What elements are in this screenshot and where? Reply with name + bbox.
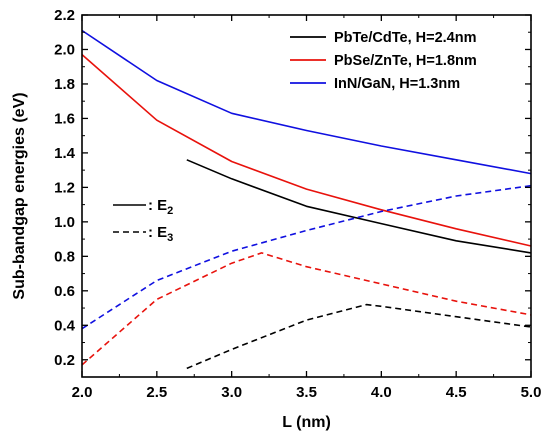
y-tick-label: 1.8 xyxy=(54,76,75,93)
x-tick-label: 4.5 xyxy=(446,384,467,401)
x-tick-label: 2.5 xyxy=(146,384,167,401)
x-tick-label: 4.0 xyxy=(371,384,392,401)
series-line-3-e3 xyxy=(81,252,532,366)
series-line-2-e2 xyxy=(81,53,532,247)
line-style-label: : E3 xyxy=(148,224,173,244)
x-tick-label: 3.0 xyxy=(221,384,242,401)
series-line-0-e2 xyxy=(186,159,532,254)
line-style-label-main: : E xyxy=(148,197,167,214)
y-tick-label: 0.4 xyxy=(54,317,76,334)
y-tick-label: 0.6 xyxy=(54,283,75,300)
line-style-legend: : E2: E3 xyxy=(113,197,173,244)
x-tick-label: 2.0 xyxy=(72,384,93,401)
plot-frame xyxy=(81,14,532,378)
y-tick-label: 1.2 xyxy=(54,179,75,196)
legend-label: InN/GaN, H=1.3nm xyxy=(334,76,460,92)
series-layer xyxy=(81,29,532,370)
x-axis-title: L (nm) xyxy=(282,414,331,431)
y-tick-label: 0.8 xyxy=(54,248,75,265)
y-axis-title: Sub-bandgap energies (eV) xyxy=(11,92,28,299)
y-tick-label: 1.6 xyxy=(54,110,75,127)
series-line-5-e3 xyxy=(81,184,532,330)
legend: PbTe/CdTe, H=2.4nm PbSe/ZnTe, H=1.8nm InN/… xyxy=(290,30,477,92)
y-tick-label: 1.4 xyxy=(54,145,76,162)
line-style-label: : E2 xyxy=(148,197,173,217)
line-style-label-subscript: 3 xyxy=(167,232,173,244)
y-tick-label: 0.2 xyxy=(54,352,75,369)
y-tick-label: 1.0 xyxy=(54,214,75,231)
ticks-layer: 2.0 2.5 3.0 3.5 4.0 4.5 5.0 0.2 0.4 0.6 0.8 1.0 1.2 1… xyxy=(54,7,541,401)
line-style-label-main: : E xyxy=(148,224,167,241)
x-tick-label: 3.5 xyxy=(296,384,317,401)
line-style-label-subscript: 2 xyxy=(167,205,173,217)
legend-label: PbSe/ZnTe, H=1.8nm xyxy=(334,53,477,69)
y-tick-label: 2.2 xyxy=(54,7,75,24)
x-tick-label: 5.0 xyxy=(521,384,542,401)
y-tick-label: 2.0 xyxy=(54,41,75,58)
series-line-1-e3 xyxy=(186,303,532,370)
legend-label: PbTe/CdTe, H=2.4nm xyxy=(334,30,476,46)
series-line-4-e2 xyxy=(81,29,532,175)
